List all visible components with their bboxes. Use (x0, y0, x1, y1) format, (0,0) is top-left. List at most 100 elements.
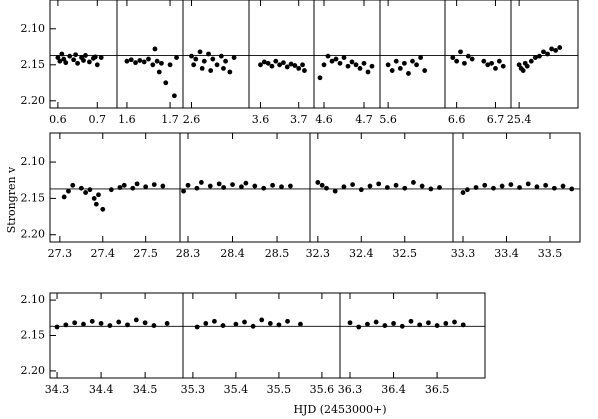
data-point (324, 185, 329, 191)
x-tick-label: 1.7 (161, 113, 179, 126)
x-tick-label: 0.7 (89, 113, 107, 126)
data-point (337, 60, 343, 66)
data-point (391, 321, 396, 326)
x-tick-label: 28.3 (176, 247, 201, 260)
data-point (261, 59, 267, 65)
data-point (194, 185, 200, 191)
x-tick-label: 27.5 (133, 247, 158, 260)
data-point (267, 321, 273, 326)
data-point (199, 66, 205, 71)
data-point (341, 184, 347, 190)
x-tick-label: 34.4 (89, 383, 114, 396)
x-tick-label: 32.4 (349, 247, 374, 260)
x-tick-label: 36.5 (425, 383, 450, 396)
data-point (491, 185, 496, 191)
y-axis-label: Strongren v (5, 166, 18, 233)
panel-frame (339, 292, 486, 379)
data-point (61, 194, 67, 200)
data-point (117, 185, 123, 190)
data-point (89, 318, 95, 324)
data-point (469, 56, 475, 62)
data-point (167, 62, 173, 68)
x-tick-label: 6.6 (448, 113, 466, 126)
data-point (218, 53, 224, 59)
data-point (288, 183, 293, 189)
data-point (231, 55, 237, 60)
x-tick-label: 27.3 (48, 247, 73, 260)
data-point (87, 187, 93, 193)
panel-frame (510, 0, 579, 109)
x-tick-label: 1.6 (118, 113, 136, 126)
data-point (422, 68, 428, 73)
data-point (569, 186, 575, 192)
data-point (239, 184, 244, 190)
data-point (227, 69, 233, 75)
data-point (57, 58, 63, 64)
data-point (397, 66, 403, 71)
data-point (361, 60, 367, 66)
data-point (524, 63, 530, 69)
x-tick-label: 36.4 (381, 383, 406, 396)
data-point (61, 56, 67, 62)
data-point (67, 53, 73, 59)
data-point (143, 184, 149, 190)
data-point (411, 180, 416, 185)
data-point (265, 60, 271, 66)
data-point (116, 319, 122, 325)
panel-frame (444, 0, 512, 109)
data-point (66, 188, 71, 194)
x-tick-label: 34.3 (45, 383, 70, 396)
data-point (350, 182, 355, 187)
data-point (292, 63, 298, 68)
data-point (189, 53, 194, 59)
data-point (221, 66, 226, 71)
data-point (358, 187, 364, 193)
data-point (78, 185, 84, 191)
data-point (133, 60, 138, 66)
data-point (460, 190, 466, 195)
data-point (128, 57, 134, 63)
data-point (98, 55, 104, 60)
data-point (549, 46, 555, 52)
panel-frame (313, 0, 381, 109)
x-tick-label: 33.3 (451, 247, 476, 260)
data-point (55, 55, 61, 60)
data-point (537, 53, 542, 59)
data-point (389, 68, 395, 73)
data-point (493, 66, 498, 71)
data-point (500, 63, 506, 69)
data-point (233, 321, 239, 327)
data-point (454, 58, 460, 64)
y-tick-label: 2.10 (21, 22, 46, 35)
panel-frame (248, 0, 315, 109)
data-point (100, 206, 106, 212)
data-point (185, 182, 191, 188)
data-point (107, 323, 113, 328)
data-point (223, 58, 228, 64)
data-point (154, 58, 160, 64)
data-point (545, 51, 550, 57)
data-point (349, 59, 355, 65)
x-tick-label: 28.4 (220, 247, 245, 260)
data-point (242, 319, 247, 325)
data-point (152, 46, 158, 52)
data-point (279, 184, 284, 190)
x-tick-label: 35.6 (310, 383, 335, 396)
data-point (137, 58, 143, 63)
panel-frame (182, 292, 341, 379)
x-tick-label: 0.6 (49, 113, 67, 126)
data-point (252, 183, 258, 189)
data-point (443, 321, 449, 326)
y-tick-label: 2.20 (21, 94, 46, 107)
data-point (419, 183, 425, 189)
data-point (347, 320, 353, 326)
data-point (259, 317, 265, 323)
data-point (124, 58, 130, 64)
data-point (329, 58, 335, 64)
data-point (208, 68, 214, 73)
data-point (108, 187, 114, 193)
data-point (288, 61, 294, 67)
data-point (181, 188, 186, 194)
data-point (163, 80, 169, 86)
